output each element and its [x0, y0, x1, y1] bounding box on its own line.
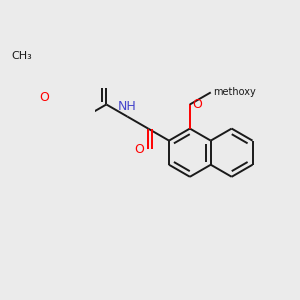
Text: O: O: [134, 142, 144, 156]
Text: O: O: [193, 98, 202, 111]
Text: CH₃: CH₃: [12, 51, 32, 61]
Text: methoxy: methoxy: [213, 87, 256, 98]
Text: O: O: [39, 92, 49, 104]
Text: NH: NH: [118, 100, 136, 113]
